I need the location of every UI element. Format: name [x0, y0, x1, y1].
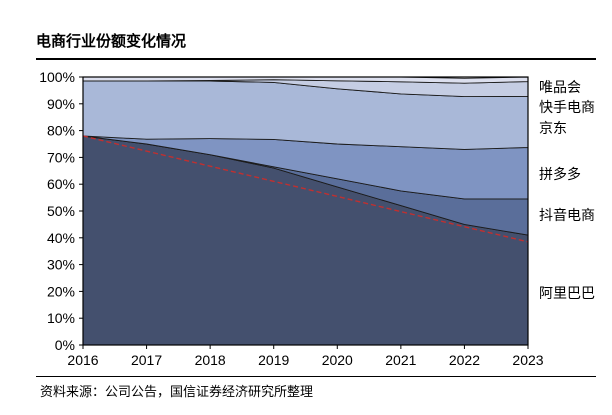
y-tick-label: 50% — [47, 203, 75, 219]
y-tick-label: 100% — [39, 69, 75, 85]
y-tick-label: 60% — [47, 176, 75, 192]
y-tick-label: 80% — [47, 123, 75, 139]
series-label-1: 抖音电商 — [539, 207, 595, 224]
title-rule — [36, 58, 596, 60]
y-tick-label: 30% — [47, 257, 75, 273]
chart-title: 电商行业份额变化情况 — [36, 32, 187, 50]
trend-line — [82, 135, 529, 243]
series-label-0: 阿里巴巴 — [539, 286, 595, 302]
y-tick-label: 70% — [47, 149, 75, 165]
y-tick-label: 90% — [47, 96, 75, 112]
x-tick-label: 2018 — [195, 352, 226, 368]
x-tick-label: 2022 — [449, 352, 480, 368]
x-tick-label: 2016 — [67, 352, 98, 368]
y-tick-label: 10% — [47, 310, 75, 326]
source-note: 资料来源：公司公告，国信证券经济研究所整理 — [40, 385, 314, 400]
source-rule — [36, 376, 596, 377]
tick-labels: 0% 10% 20% 30% 40% 50% 60% 70% 80% 90% 100% 2016 201… — [39, 69, 544, 368]
x-tick-label: 2023 — [512, 352, 543, 368]
series-label-3: 京东 — [539, 121, 567, 137]
y-tick-label: 0% — [55, 337, 75, 353]
x-tick-label: 2019 — [258, 352, 289, 368]
y-tick-label: 20% — [47, 283, 75, 299]
y-tick-label: 40% — [47, 230, 75, 246]
series-label-4: 快手电商 — [539, 100, 595, 116]
x-tick-label: 2017 — [131, 352, 162, 368]
series-label-2: 拼多多 — [539, 166, 581, 183]
x-tick-label: 2021 — [385, 352, 416, 368]
area-layer — [82, 76, 529, 346]
x-tick-label: 2020 — [322, 352, 353, 368]
axes-layer — [79, 76, 529, 349]
series-label-5: 唯品会 — [539, 80, 581, 96]
